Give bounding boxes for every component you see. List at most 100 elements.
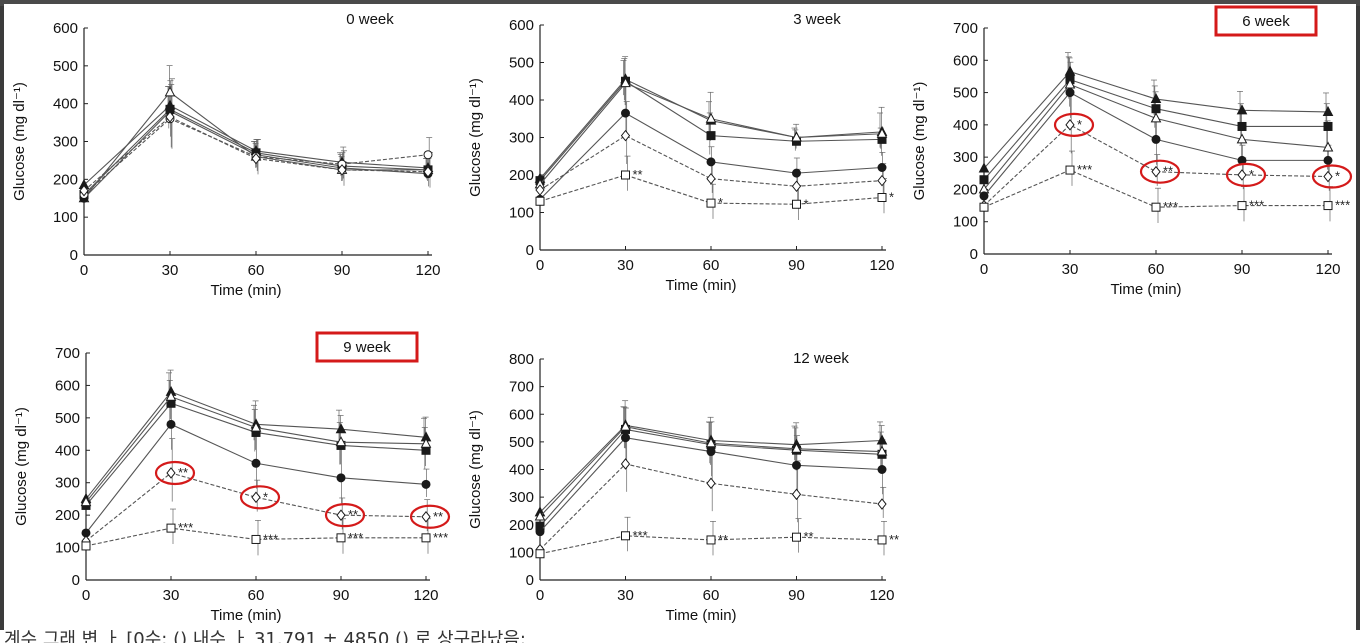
series-line-filled-triangle [85, 391, 427, 500]
y-tick-label: 0 [526, 572, 534, 589]
x-tick-label: 60 [248, 587, 265, 604]
significance-mark: *** [263, 531, 278, 546]
marker-open-triangle [534, 510, 546, 521]
y-tick-label: 700 [509, 379, 534, 396]
significance-mark: *** [1163, 199, 1178, 214]
highlight-circle [409, 504, 451, 529]
marker-filled-circle [877, 465, 887, 474]
marker-open-diamond [1151, 165, 1161, 178]
marker-filled-circle [621, 433, 630, 443]
x-tick-label: 120 [1315, 261, 1340, 278]
y-tick-label: 400 [509, 462, 534, 479]
marker-open-square [336, 533, 346, 543]
x-axis-label: Time (min) [1110, 281, 1181, 298]
y-tick-label: 400 [509, 92, 534, 109]
series-line-filled-circle [539, 112, 883, 200]
marker-open-triangle [620, 77, 631, 88]
bottom-caption: 계수 그래 변 ㅏ [0수: () 내수 ㅏ 31.791 ± 4850 () … [4, 630, 526, 643]
significance-mark: *** [348, 530, 363, 545]
x-axis-label: Time (min) [210, 282, 281, 299]
marker-open-square [621, 170, 630, 180]
x-tick-label: 30 [617, 587, 634, 604]
marker-open-square [979, 202, 989, 212]
chart-3: 0 100 200 300 400 500 600 700 0 30 60 90 120 Time (mi… [13, 331, 451, 624]
series-line-open-diamond [539, 463, 883, 551]
y-tick-label: 400 [55, 442, 80, 459]
marker-filled-triangle [1064, 65, 1076, 76]
significance-mark: * [804, 196, 809, 211]
marker-open-diamond [1237, 169, 1247, 181]
marker-filled-triangle [335, 423, 347, 434]
y-axis-label: Glucose (mg dl⁻¹) [11, 82, 28, 201]
marker-filled-circle [706, 447, 716, 457]
y-tick-label: 100 [953, 214, 978, 231]
significance-mark: ** [804, 529, 814, 544]
significance-mark: *** [633, 528, 648, 543]
marker-open-circle [423, 150, 433, 160]
x-axis-label: Time (min) [665, 607, 736, 624]
marker-open-diamond [251, 152, 261, 165]
marker-filled-triangle [876, 434, 888, 445]
significance-mark: *** [178, 520, 193, 535]
marker-open-diamond [166, 467, 176, 479]
marker-filled-circle [1151, 134, 1161, 144]
marker-filled-circle [166, 419, 176, 429]
y-axis-label: Glucose (mg dl⁻¹) [467, 78, 484, 197]
significance-mark: *** [1249, 198, 1264, 213]
significance-mark: *** [433, 530, 448, 545]
y-tick-label: 100 [55, 540, 80, 557]
marker-open-square [877, 193, 887, 202]
chart-0: 0 100 200 300 400 500 600 0 30 60 90 120 Time (min) G… [11, 11, 441, 299]
y-tick-label: 600 [509, 17, 534, 34]
marker-open-square [706, 535, 716, 545]
x-tick-label: 90 [1234, 261, 1251, 278]
significance-mark: ** [178, 465, 188, 480]
marker-open-triangle [705, 437, 717, 448]
x-tick-label: 0 [536, 587, 544, 604]
x-tick-label: 90 [788, 587, 805, 604]
marker-open-square [792, 532, 801, 542]
marker-open-square [166, 523, 176, 533]
marker-open-square [877, 535, 887, 545]
x-tick-label: 30 [163, 587, 180, 604]
y-tick-label: 200 [509, 167, 534, 184]
significance-mark: *** [1077, 162, 1092, 177]
marker-open-triangle [876, 127, 888, 138]
y-tick-label: 100 [509, 205, 534, 222]
chart-4: 0 100 200 300 400 500 600 700 800 0 30 60 90 120 Time … [467, 350, 899, 624]
significance-mark: * [889, 190, 894, 205]
marker-open-diamond [791, 180, 802, 193]
y-tick-label: 500 [509, 434, 534, 451]
series-line-open-diamond [83, 116, 429, 192]
marker-open-triangle [791, 442, 802, 453]
marker-open-diamond [423, 165, 433, 178]
marker-open-diamond [337, 164, 347, 176]
x-tick-label: 0 [82, 587, 90, 604]
y-tick-label: 0 [70, 247, 78, 264]
chart-title: 3 week [793, 11, 841, 28]
marker-filled-triangle [1322, 105, 1334, 116]
x-tick-label: 90 [788, 257, 805, 274]
highlight-circle [324, 503, 366, 528]
marker-open-triangle [620, 420, 631, 431]
x-tick-label: 60 [703, 587, 720, 604]
y-tick-label: 500 [53, 58, 78, 75]
marker-filled-circle [1065, 88, 1075, 98]
y-tick-label: 500 [509, 55, 534, 72]
marker-open-triangle [1150, 112, 1162, 123]
title-highlight-box [1214, 5, 1318, 37]
y-tick-label: 600 [53, 20, 78, 37]
series-line-open-square [85, 527, 426, 547]
marker-open-diamond [877, 498, 887, 510]
series-line-open-diamond [85, 472, 427, 542]
marker-open-diamond [251, 491, 261, 504]
x-axis-label: Time (min) [210, 607, 281, 624]
y-tick-label: 700 [55, 345, 80, 362]
y-tick-label: 200 [953, 181, 978, 198]
marker-open-diamond [706, 172, 716, 185]
marker-open-triangle [705, 112, 717, 123]
y-tick-label: 0 [970, 246, 978, 263]
chart-1: 0 100 200 300 400 500 600 0 30 60 90 120 Time (min) G… [467, 11, 895, 294]
significance-mark: ** [1163, 164, 1173, 179]
x-tick-label: 120 [869, 587, 894, 604]
